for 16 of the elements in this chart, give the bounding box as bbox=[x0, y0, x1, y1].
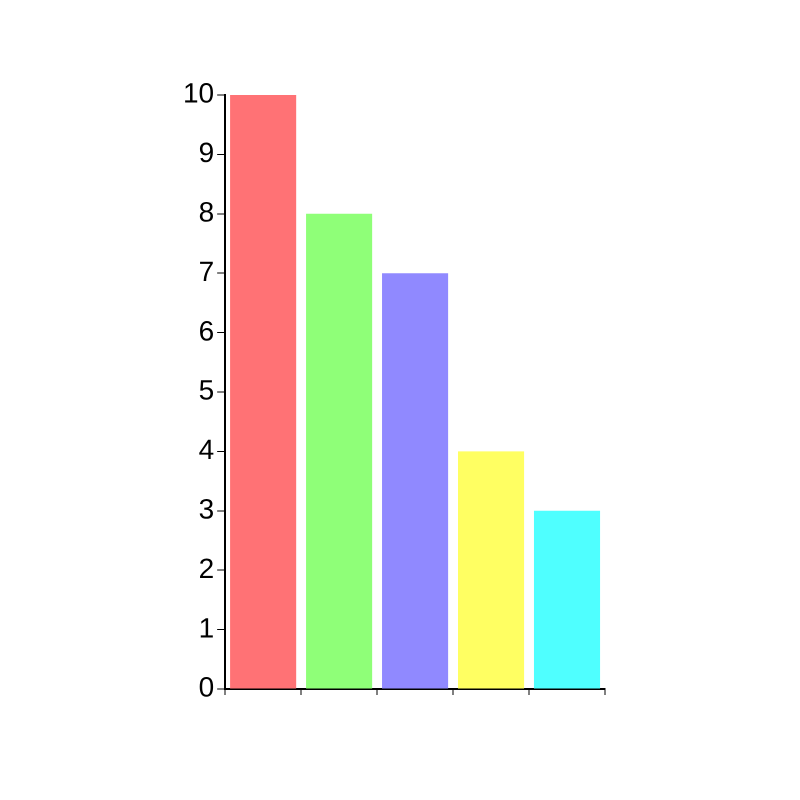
bar bbox=[458, 451, 524, 688]
y-tick-label: 2 bbox=[198, 552, 214, 584]
y-tick-label: 7 bbox=[198, 256, 214, 287]
y-tick-label: 3 bbox=[198, 494, 214, 525]
bar bbox=[382, 273, 448, 688]
y-tick-label: 8 bbox=[198, 196, 214, 228]
y-tick-label: 0 bbox=[198, 672, 214, 703]
y-tick-label: 1 bbox=[198, 612, 214, 644]
y-tick-label: 5 bbox=[198, 374, 214, 406]
bar bbox=[230, 95, 296, 688]
y-tick-label: 4 bbox=[198, 434, 214, 466]
y-tick-label: 10 bbox=[182, 78, 214, 109]
y-tick-label: 6 bbox=[198, 315, 214, 346]
bar bbox=[306, 214, 372, 688]
bar bbox=[534, 510, 600, 688]
y-tick-label: 9 bbox=[198, 137, 214, 168]
